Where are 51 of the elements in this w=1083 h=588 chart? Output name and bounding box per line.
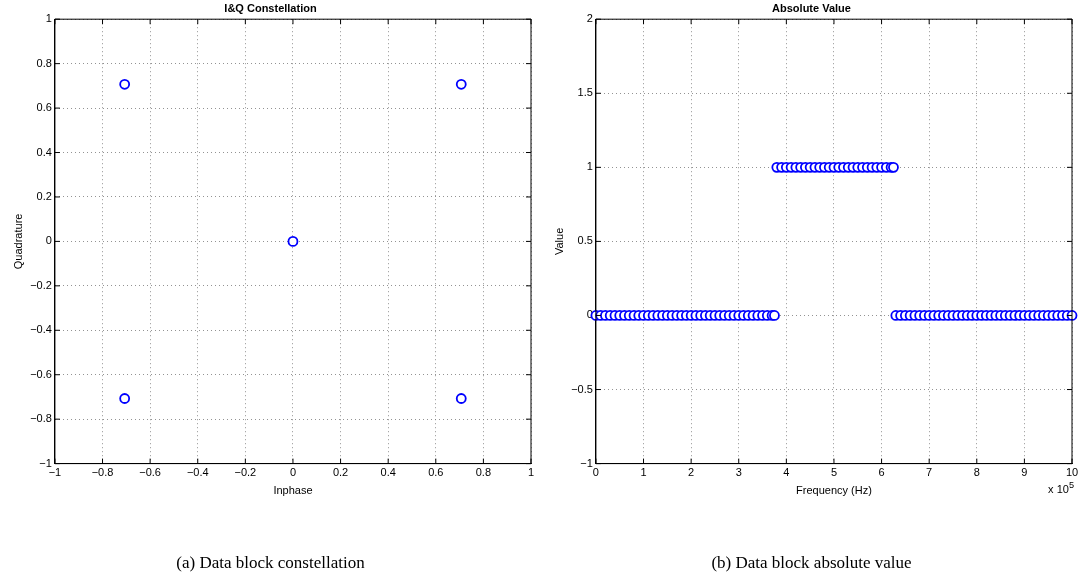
x-axis-title: Frequency (Hz): [796, 484, 872, 497]
x-tick-label: 1: [640, 466, 647, 479]
y-tick-label: 0: [45, 234, 52, 247]
x-tick-label: −0.2: [234, 466, 257, 479]
x-tick-label: −0.6: [139, 466, 161, 479]
y-tick-label: −0.8: [30, 412, 52, 425]
y-tick-label: 0.5: [577, 234, 593, 247]
text: x 10$^{5}$: [1048, 480, 1074, 495]
y-tick-label: 1.5: [577, 86, 593, 99]
x-tick-label: 9: [1021, 466, 1028, 479]
y-tick-label: 0.2: [36, 189, 52, 202]
chart-title: Absolute Value: [772, 1, 851, 14]
chart-title: I&Q Constellation: [224, 1, 317, 14]
point: [119, 78, 131, 90]
y-tick-label: 0.8: [36, 56, 52, 69]
y-axis-title: Quadrature: [11, 213, 24, 270]
y-tick-label: 2: [586, 12, 593, 25]
y-axis-title: Value: [552, 227, 565, 256]
y-tick-label: −1: [39, 456, 52, 469]
x-tick-label: 3: [735, 466, 742, 479]
point: [287, 236, 299, 247]
point: [455, 393, 467, 404]
y-tick-label: −0.5: [571, 382, 593, 395]
y-tick-label: −0.2: [30, 278, 52, 291]
x-tick-label: 1: [527, 466, 535, 479]
y-tick-label: 1: [586, 160, 593, 173]
x-tick-label: 2: [688, 466, 695, 479]
x-axis-title: Inphase: [273, 484, 313, 497]
y-tick-label: 0.6: [36, 101, 52, 114]
text: (a) Data block constellation: [175, 553, 366, 573]
point: [119, 393, 131, 404]
x-tick-label: 0: [289, 466, 297, 479]
x-tick-label: 0.8: [475, 466, 492, 479]
x-tick-label: 0.4: [380, 466, 396, 479]
x-tick-label: 0.6: [428, 466, 444, 479]
y-tick-label: −0.6: [30, 367, 52, 380]
x-tick-label: 0.2: [332, 466, 349, 479]
y-tick-label: −0.4: [30, 323, 52, 336]
y-tick-label: −1: [580, 456, 593, 469]
x-tick-label: 6: [878, 466, 885, 479]
x-tick-label: 4: [783, 466, 790, 479]
x-tick-label: −0.8: [91, 466, 114, 479]
x-tick-label: 10: [1065, 466, 1079, 479]
x-tick-label: 7: [926, 466, 933, 479]
point: [455, 78, 467, 90]
text: (b) Data block absolute value: [710, 553, 913, 573]
y-tick-label: 1: [45, 12, 52, 25]
x-tick-label: 5: [830, 466, 838, 479]
x-tick-label: −0.4: [186, 466, 209, 479]
x-tick-label: 8: [973, 466, 980, 479]
y-tick-label: 0.4: [36, 145, 52, 158]
